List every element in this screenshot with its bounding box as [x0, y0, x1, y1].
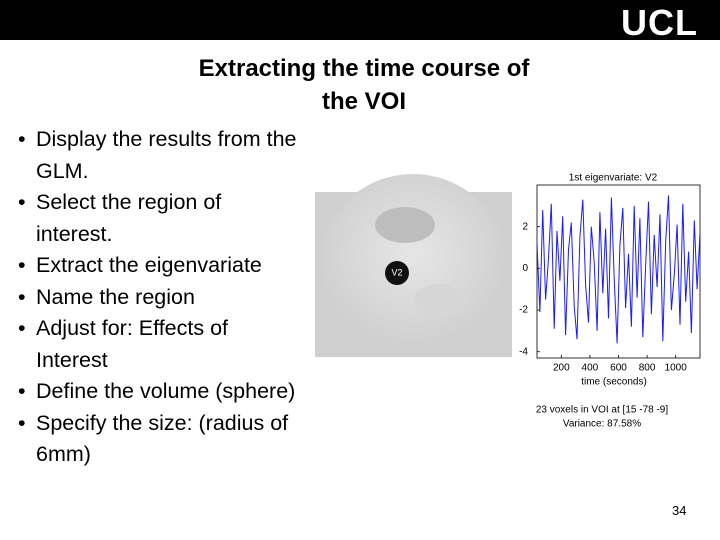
title-line: Extracting the time course of — [198, 55, 530, 82]
bullet-dot: • — [18, 190, 26, 214]
voi-label: V2 — [391, 267, 402, 277]
bullet-item: • Define the volume (sphere) — [18, 376, 298, 408]
y-tick-label: 0 — [522, 263, 528, 274]
bullet-item: • Select the region of interest. — [18, 187, 298, 250]
caption: 23 voxels in VOI at [15 -78 -9] — [536, 405, 669, 416]
data-line — [536, 195, 701, 344]
bullet-item: • Adjust for: Effects of Interest — [18, 313, 298, 376]
bullet-dot: • — [18, 127, 26, 151]
bullet-item: • Name the region — [18, 282, 298, 314]
brain-structure — [375, 207, 435, 243]
slide-title: Extracting the time course of the VOI — [100, 52, 628, 118]
bullet-text: Display the results from the GLM. — [36, 127, 297, 183]
x-tick-label: 1000 — [665, 363, 688, 374]
bullet-text: Specify the size: (radius of 6mm) — [36, 410, 289, 467]
x-tick-label: 600 — [610, 363, 627, 374]
y-tick-label: 2 — [522, 221, 528, 232]
x-tick-label: 400 — [582, 363, 599, 374]
plot-frame — [536, 184, 701, 359]
bullet-text: Extract the eigenvariate — [36, 253, 262, 277]
bullet-item: • Specify the size: (radius of 6mm) — [18, 408, 298, 471]
bullet-dot: • — [18, 316, 26, 340]
header-bar: UCL — [0, 0, 720, 43]
bullet-item: • Extract the eigenvariate — [18, 250, 298, 282]
page-number: 34 — [672, 503, 687, 518]
logo: UCL — [621, 2, 698, 43]
x-axis-label: time (seconds) — [581, 377, 647, 388]
bullet-text: Select the region of interest. — [36, 190, 222, 246]
bullet-dot: • — [18, 379, 26, 403]
y-tick-label: -4 — [519, 346, 528, 357]
bullet-dot: • — [18, 410, 26, 435]
bullet-dot: • — [18, 253, 26, 277]
title-line: the VOI — [321, 88, 406, 115]
bullet-text: Define the volume (sphere) — [36, 379, 296, 403]
bullet-dot: • — [18, 284, 26, 309]
caption: Variance: 87.58% — [563, 419, 641, 430]
voi-marker — [385, 261, 409, 285]
bullet-list: • Display the results from the GLM. • Selec… — [18, 124, 298, 471]
brain-structure — [414, 284, 466, 316]
bullet-text: Name the region — [36, 284, 195, 309]
brain-slice — [321, 174, 505, 350]
x-tick-label: 200 — [553, 363, 570, 374]
x-tick-label: 800 — [639, 363, 656, 374]
bullet-item: • Display the results from the GLM. — [18, 124, 298, 187]
y-tick-label: -2 — [519, 305, 528, 316]
bullet-text: Adjust for: Effects of Interest — [36, 316, 228, 372]
plot-title: 1st eigenvariate: V2 — [569, 173, 658, 184]
